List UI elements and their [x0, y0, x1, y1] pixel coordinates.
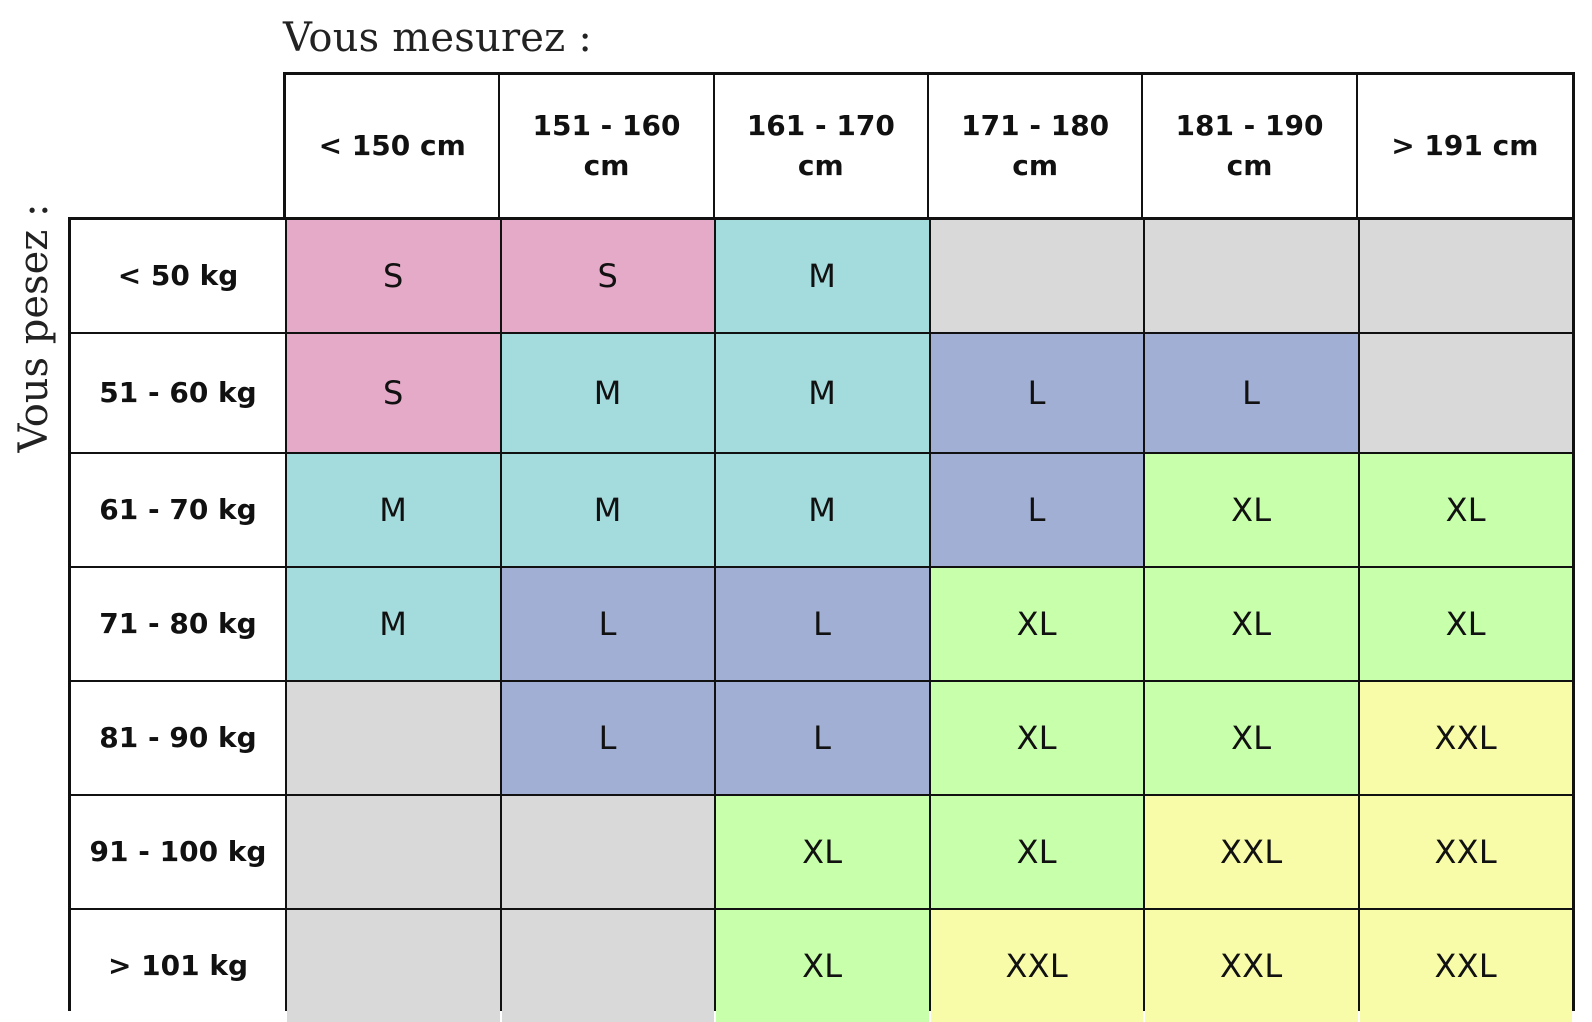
size-cell: XL [930, 568, 1143, 680]
weight-row-label: 91 - 100 kg [71, 796, 285, 908]
size-cell: XL [930, 682, 1143, 794]
size-cell: XXL [1145, 910, 1358, 1022]
size-cell [930, 220, 1143, 332]
size-cell: XL [1145, 454, 1358, 566]
size-cell [501, 910, 714, 1022]
weight-row-label: > 101 kg [71, 910, 285, 1022]
height-header-row: < 150 cm 151 - 160 cm 161 - 170 cm 171 -… [283, 72, 1575, 220]
size-cell: S [501, 220, 714, 332]
height-column-header: 161 - 170 cm [715, 75, 929, 217]
size-cell: M [287, 568, 500, 680]
size-cell: L [930, 454, 1143, 566]
size-cell: S [287, 220, 500, 332]
size-cell: L [1145, 334, 1358, 452]
size-cell: XL [1359, 568, 1572, 680]
height-column-header: 171 - 180 cm [929, 75, 1144, 217]
weight-title: Vous pesez : [11, 203, 57, 453]
size-cell: XL [716, 796, 929, 908]
weight-row-label: 71 - 80 kg [71, 568, 285, 680]
size-cell: L [716, 682, 929, 794]
weight-row-label: 61 - 70 kg [71, 454, 285, 566]
size-cell: XL [1145, 568, 1358, 680]
size-cell: S [287, 334, 500, 452]
height-column-header: 151 - 160 cm [500, 75, 715, 217]
size-cell [1359, 220, 1572, 332]
size-cell: M [716, 220, 929, 332]
size-cell [287, 910, 500, 1022]
size-cell: XXL [930, 910, 1143, 1022]
size-cell: XL [1145, 682, 1358, 794]
size-cell: L [930, 334, 1143, 452]
size-cell: L [501, 568, 714, 680]
height-column-header: 181 - 190 cm [1143, 75, 1358, 217]
weight-row-label: < 50 kg [71, 220, 285, 332]
weight-row-label: 51 - 60 kg [71, 334, 285, 452]
size-cell [287, 796, 500, 908]
size-cell [501, 796, 714, 908]
size-cell: L [716, 568, 929, 680]
size-cell: M [716, 334, 929, 452]
size-cell: XXL [1145, 796, 1358, 908]
size-cell [1145, 220, 1358, 332]
size-cell: XXL [1359, 682, 1572, 794]
height-title: Vous mesurez : [283, 15, 593, 61]
size-cell: XL [930, 796, 1143, 908]
size-cell: XXL [1359, 796, 1572, 908]
height-column-header: > 191 cm [1391, 129, 1539, 162]
size-cell: M [501, 334, 714, 452]
weight-row-label: 81 - 90 kg [71, 682, 285, 794]
size-cell: XL [1359, 454, 1572, 566]
size-cell: XXL [1359, 910, 1572, 1022]
size-cell [1359, 334, 1572, 452]
size-cell: M [501, 454, 714, 566]
size-cell: L [501, 682, 714, 794]
height-column-header: < 150 cm [286, 75, 501, 217]
size-chart-grid: < 50 kg S S M 51 - 60 kg S M M L L 61 - … [68, 217, 1575, 1022]
size-cell [287, 682, 500, 794]
size-cell: M [716, 454, 929, 566]
size-cell: XL [716, 910, 929, 1022]
size-cell: M [287, 454, 500, 566]
